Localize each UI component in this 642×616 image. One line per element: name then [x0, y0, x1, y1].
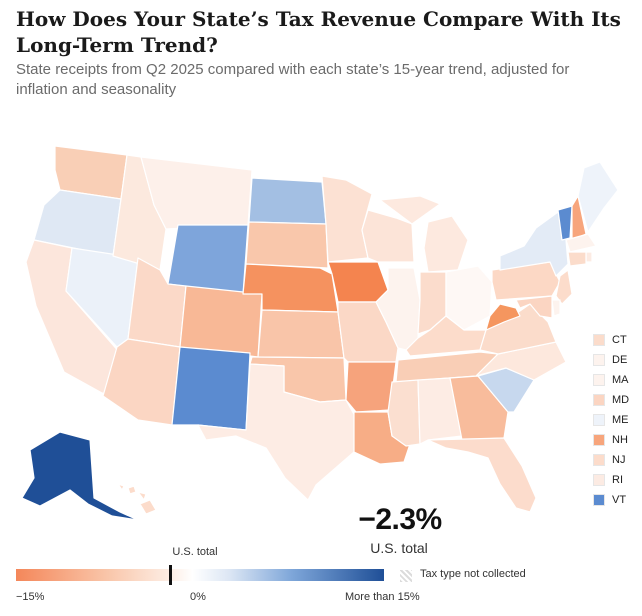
- swatch: [593, 454, 605, 466]
- scale-us-total-label: U.S. total: [172, 546, 218, 558]
- legend-label: MD: [612, 394, 630, 406]
- state-ny[interactable]: [499, 211, 569, 277]
- us-total-marker: [169, 565, 172, 585]
- state-ma[interactable]: [565, 233, 597, 253]
- state-il[interactable]: [375, 267, 421, 351]
- state-ri[interactable]: [585, 251, 593, 263]
- hatched-swatch-icon: [400, 570, 412, 582]
- state-fl[interactable]: [427, 437, 537, 513]
- legend-item-ct: CT: [593, 330, 639, 350]
- legend-item-de: DE: [593, 350, 639, 370]
- state-md[interactable]: [515, 295, 553, 319]
- us-total-value: −2.3%: [358, 503, 442, 536]
- us-total-label: U.S. total: [370, 540, 428, 556]
- legend-label: ME: [612, 414, 629, 426]
- us-state-map: [21, 145, 619, 521]
- legend-label: DE: [612, 354, 628, 366]
- swatch: [593, 394, 605, 406]
- state-nm[interactable]: [171, 346, 251, 431]
- state-hi[interactable]: [117, 483, 157, 515]
- state-ak[interactable]: [21, 431, 139, 521]
- legend-label: CT: [612, 334, 627, 346]
- swatch: [593, 374, 605, 386]
- legend-item-nh: NH: [593, 430, 639, 450]
- not-collected-label: Tax type not collected: [420, 568, 526, 580]
- state-al[interactable]: [417, 377, 463, 445]
- legend-item-ma: MA: [593, 370, 639, 390]
- state-me[interactable]: [577, 161, 619, 233]
- state-wv[interactable]: [485, 303, 521, 331]
- state-mn[interactable]: [321, 175, 373, 263]
- chart-subtitle: State receipts from Q2 2025 compared wit…: [16, 61, 570, 98]
- state-sd[interactable]: [245, 221, 329, 269]
- state-ms[interactable]: [387, 379, 421, 447]
- swatch: [593, 494, 605, 506]
- state-ar[interactable]: [345, 361, 397, 413]
- state-wy[interactable]: [167, 224, 249, 295]
- swatch: [593, 334, 605, 346]
- legend-label: NH: [612, 434, 628, 446]
- state-ks[interactable]: [257, 309, 345, 359]
- state-ga[interactable]: [449, 375, 509, 441]
- scale-max-label: More than 15%: [345, 591, 420, 603]
- state-vt[interactable]: [557, 205, 573, 241]
- scale-mid-label: 0%: [190, 591, 206, 603]
- legend-item-md: MD: [593, 390, 639, 410]
- scale-min-label: −15%: [16, 591, 45, 603]
- state-ky[interactable]: [405, 315, 487, 357]
- legend-label: NJ: [612, 454, 626, 466]
- legend-item-nj: NJ: [593, 450, 639, 470]
- state-nd[interactable]: [248, 177, 327, 225]
- state-oh[interactable]: [445, 265, 493, 331]
- legend-label: VT: [612, 494, 627, 506]
- swatch: [593, 474, 605, 486]
- state-co[interactable]: [179, 285, 263, 358]
- chart-title: How Does Your State’s Tax Revenue Compar…: [16, 7, 621, 57]
- legend-item-vt: VT: [593, 490, 639, 510]
- state-ct[interactable]: [567, 251, 587, 267]
- legend-item-ri: RI: [593, 470, 639, 490]
- swatch: [593, 354, 605, 366]
- swatch: [593, 434, 605, 446]
- state-nj[interactable]: [555, 269, 573, 305]
- legend-label: RI: [612, 474, 623, 486]
- state-wi[interactable]: [361, 209, 415, 263]
- swatch: [593, 414, 605, 426]
- color-scale-bar: [16, 569, 384, 581]
- state-de[interactable]: [551, 299, 561, 317]
- small-states-legend: CT DE MA MD ME NH NJ RI VT: [593, 330, 639, 510]
- legend-item-me: ME: [593, 410, 639, 430]
- legend-label: MA: [612, 374, 629, 386]
- state-ia[interactable]: [327, 261, 389, 303]
- state-tx[interactable]: [197, 363, 357, 501]
